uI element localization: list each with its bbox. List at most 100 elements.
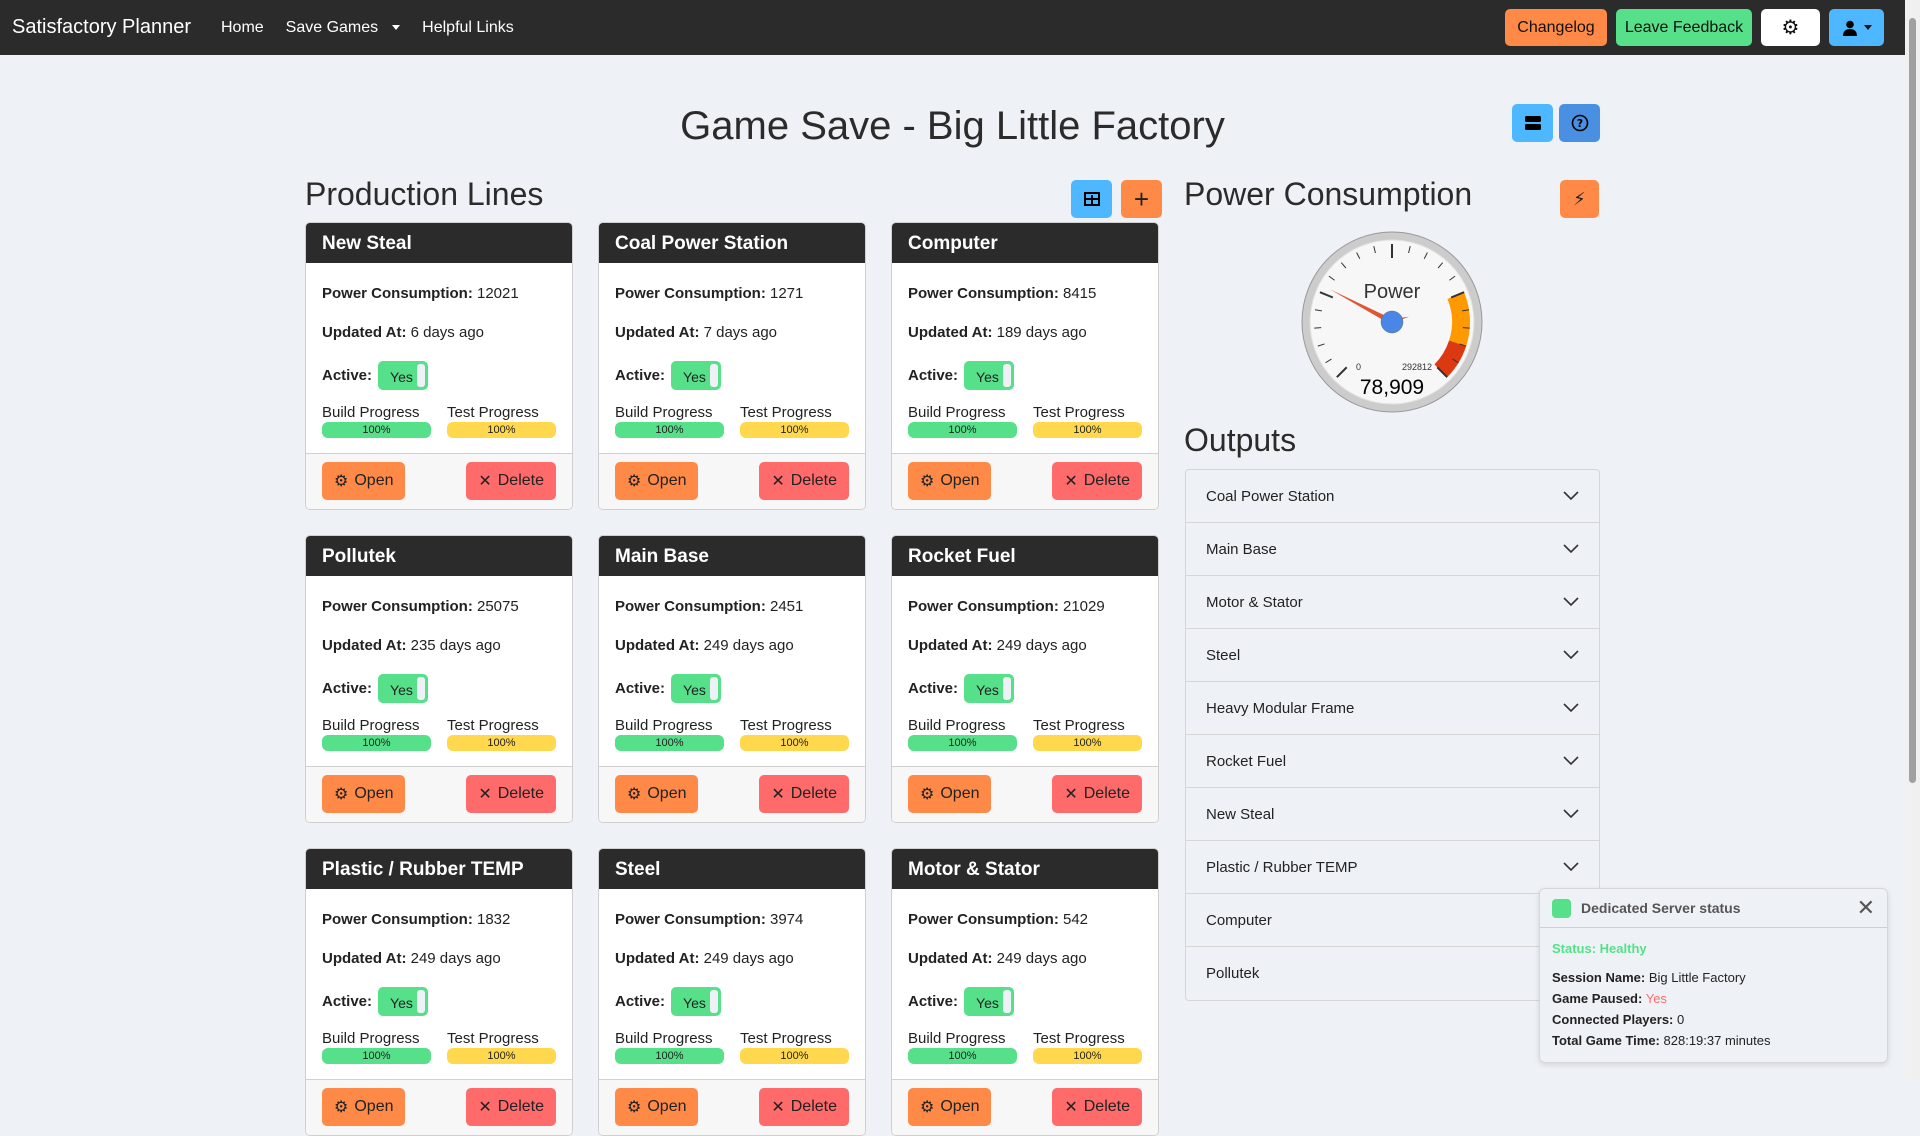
- gauge-value: 78,909: [1360, 376, 1424, 399]
- players-label: Connected Players:: [1552, 1012, 1674, 1027]
- delete-button[interactable]: ✕ Delete: [1052, 462, 1142, 500]
- delete-label: Delete: [1083, 472, 1130, 489]
- brand[interactable]: Satisfactory Planner: [12, 16, 191, 38]
- active-value: Yes: [390, 682, 413, 698]
- server-button[interactable]: [1512, 104, 1553, 142]
- help-button[interactable]: ?: [1559, 104, 1600, 142]
- output-accordion-item[interactable]: Coal Power Station: [1186, 470, 1599, 523]
- nav-save-games[interactable]: Save Games: [286, 19, 401, 37]
- leave-feedback-button[interactable]: Leave Feedback: [1616, 9, 1752, 46]
- delete-button[interactable]: ✕ Delete: [759, 462, 849, 500]
- delete-button[interactable]: ✕ Delete: [466, 775, 556, 813]
- open-label: Open: [940, 785, 980, 802]
- active-toggle[interactable]: Yes: [964, 674, 1015, 703]
- open-button[interactable]: ⚙ Open: [322, 462, 406, 500]
- delete-button[interactable]: ✕ Delete: [759, 775, 849, 813]
- delete-button[interactable]: ✕ Delete: [759, 1088, 849, 1126]
- active-toggle[interactable]: Yes: [671, 674, 722, 703]
- x-icon: ✕: [1064, 473, 1078, 490]
- output-accordion-item[interactable]: Steel: [1186, 629, 1599, 682]
- gauge-tick: [1423, 252, 1428, 259]
- gauge-tick: [1373, 246, 1376, 254]
- open-button[interactable]: ⚙ Open: [615, 775, 699, 813]
- updated-value: 249 days ago: [996, 950, 1087, 967]
- nav-home[interactable]: Home: [220, 18, 264, 36]
- x-icon: ✕: [478, 473, 492, 490]
- user-menu-button[interactable]: [1829, 9, 1884, 46]
- active-toggle[interactable]: Yes: [378, 361, 429, 390]
- delete-button[interactable]: ✕ Delete: [466, 1088, 556, 1126]
- active-toggle[interactable]: Yes: [964, 361, 1015, 390]
- open-button[interactable]: ⚙ Open: [322, 1088, 406, 1126]
- test-progress-bar: 100%: [447, 735, 556, 751]
- gears-icon: ⚙: [334, 786, 349, 803]
- updated-value: 249 days ago: [703, 950, 794, 967]
- outputs-accordion: Coal Power Station Main Base Motor & Stato…: [1185, 469, 1600, 1001]
- build-progress-label: Build Progress: [322, 404, 420, 421]
- active-toggle[interactable]: Yes: [671, 361, 722, 390]
- open-label: Open: [354, 785, 394, 802]
- output-accordion-item[interactable]: Pollutek: [1186, 947, 1599, 1000]
- output-name: Motor & Stator: [1206, 593, 1303, 611]
- card-title: Main Base: [599, 536, 865, 576]
- updated-label: Updated At:: [908, 950, 993, 967]
- add-production-line-button[interactable]: +: [1121, 180, 1162, 218]
- gauge-tick: [1450, 291, 1465, 299]
- chevron-down-icon: [1563, 650, 1579, 660]
- active-toggle[interactable]: Yes: [378, 987, 429, 1016]
- output-accordion-item[interactable]: Plastic / Rubber TEMP: [1186, 841, 1599, 894]
- table-icon: [1083, 192, 1100, 206]
- card-title: Steel: [599, 849, 865, 889]
- gauge-tick: [1325, 358, 1332, 364]
- scrollbar[interactable]: [1905, 0, 1920, 1080]
- chevron-down-icon: [1563, 703, 1579, 713]
- output-accordion-item[interactable]: New Steal: [1186, 788, 1599, 841]
- open-label: Open: [354, 1098, 394, 1115]
- build-progress-label: Build Progress: [615, 1030, 713, 1047]
- gauge-max: 292812: [1402, 362, 1432, 372]
- output-accordion-item[interactable]: Heavy Modular Frame: [1186, 682, 1599, 735]
- paused-label: Game Paused:: [1552, 991, 1643, 1006]
- card-title: Motor & Stator: [892, 849, 1158, 889]
- close-icon[interactable]: ✕: [1856, 895, 1875, 920]
- open-button[interactable]: ⚙ Open: [615, 1088, 699, 1126]
- active-toggle[interactable]: Yes: [964, 987, 1015, 1016]
- scrollbar-thumb[interactable]: [1909, 18, 1916, 783]
- open-button[interactable]: ⚙ Open: [615, 462, 699, 500]
- total-game-time: 828:19:37 minutes: [1663, 1033, 1771, 1048]
- output-accordion-item[interactable]: Rocket Fuel: [1186, 735, 1599, 788]
- delete-button[interactable]: ✕ Delete: [1052, 1088, 1142, 1126]
- output-accordion-item[interactable]: Computer: [1186, 894, 1599, 947]
- output-accordion-item[interactable]: Main Base: [1186, 523, 1599, 576]
- updated-label: Updated At:: [908, 324, 993, 341]
- updated-label: Updated At:: [615, 950, 700, 967]
- open-button[interactable]: ⚙ Open: [908, 775, 992, 813]
- gears-icon: ⚙: [920, 786, 935, 803]
- build-progress-label: Build Progress: [908, 717, 1006, 734]
- table-view-button[interactable]: [1071, 180, 1112, 218]
- nav-helpful-links[interactable]: Helpful Links: [422, 18, 514, 36]
- power-value: 1271: [770, 285, 804, 302]
- output-accordion-item[interactable]: Motor & Stator: [1186, 576, 1599, 629]
- page-title: Game Save - Big Little Factory: [680, 104, 1225, 148]
- delete-button[interactable]: ✕ Delete: [466, 462, 556, 500]
- changelog-button[interactable]: Changelog: [1505, 9, 1607, 46]
- gauge-label: Power: [1364, 281, 1421, 303]
- gears-icon: ⚙: [334, 1099, 349, 1116]
- build-progress-bar: 100%: [615, 1048, 724, 1064]
- active-label: Active:: [322, 993, 373, 1010]
- open-button[interactable]: ⚙ Open: [908, 1088, 992, 1126]
- power-button[interactable]: ⚡: [1560, 180, 1599, 218]
- x-icon: ✕: [1064, 786, 1078, 803]
- game-paused: Yes: [1645, 991, 1667, 1006]
- active-toggle[interactable]: Yes: [671, 987, 722, 1016]
- active-toggle[interactable]: Yes: [378, 674, 429, 703]
- open-label: Open: [940, 1098, 980, 1115]
- delete-button[interactable]: ✕ Delete: [1052, 775, 1142, 813]
- open-button[interactable]: ⚙ Open: [908, 462, 992, 500]
- theme-settings-button[interactable]: ⚙: [1761, 9, 1820, 46]
- active-label: Active:: [322, 367, 373, 384]
- build-progress-label: Build Progress: [322, 1030, 420, 1047]
- x-icon: ✕: [478, 786, 492, 803]
- open-button[interactable]: ⚙ Open: [322, 775, 406, 813]
